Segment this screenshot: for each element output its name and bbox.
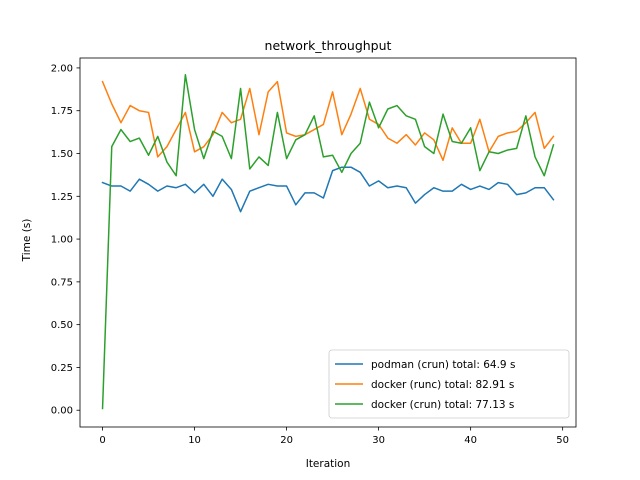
axes bbox=[79, 57, 577, 428]
x-tick-label: 50 bbox=[556, 435, 569, 446]
y-tick-label: 1.25 bbox=[51, 192, 73, 203]
series-line-1 bbox=[101, 80, 555, 162]
series-line-0 bbox=[101, 166, 555, 213]
x-axis-label: Iteration bbox=[306, 458, 351, 470]
y-tick-label: 0.75 bbox=[51, 277, 73, 288]
x-tick-label: 20 bbox=[280, 435, 293, 446]
y-tick-label: 2.00 bbox=[51, 63, 73, 74]
y-tick-label: 0.50 bbox=[51, 320, 73, 331]
legend-label-2: docker (crun) total: 77.13 s bbox=[371, 399, 514, 411]
y-tick-label: 0.25 bbox=[51, 363, 73, 374]
x-tick-label: 40 bbox=[464, 435, 477, 446]
legend: podman (crun) total: 64.9 s docker (runc)… bbox=[328, 349, 570, 419]
y-tick-label: 1.00 bbox=[51, 235, 73, 246]
legend-box bbox=[328, 349, 570, 419]
x-tick-label: 30 bbox=[372, 435, 385, 446]
plot-lines bbox=[101, 74, 555, 410]
chart-title: network_throughput bbox=[265, 38, 392, 53]
legend-label-0: podman (crun) total: 64.9 s bbox=[371, 359, 515, 371]
ticks: 0 10 20 30 40 50 0.00 0.25 0.50 0.75 1.00 1.25 1.50 1… bbox=[51, 63, 569, 446]
y-tick-label: 1.50 bbox=[51, 149, 73, 160]
x-tick-label: 0 bbox=[99, 435, 105, 446]
y-axis-label: Time (s) bbox=[21, 219, 33, 263]
x-tick-label: 10 bbox=[188, 435, 201, 446]
y-tick-label: 0.00 bbox=[51, 406, 73, 417]
plot-frame bbox=[79, 57, 577, 428]
legend-label-1: docker (runc) total: 82.91 s bbox=[371, 379, 514, 391]
series-line-2 bbox=[101, 74, 555, 410]
y-tick-label: 1.75 bbox=[51, 106, 73, 117]
